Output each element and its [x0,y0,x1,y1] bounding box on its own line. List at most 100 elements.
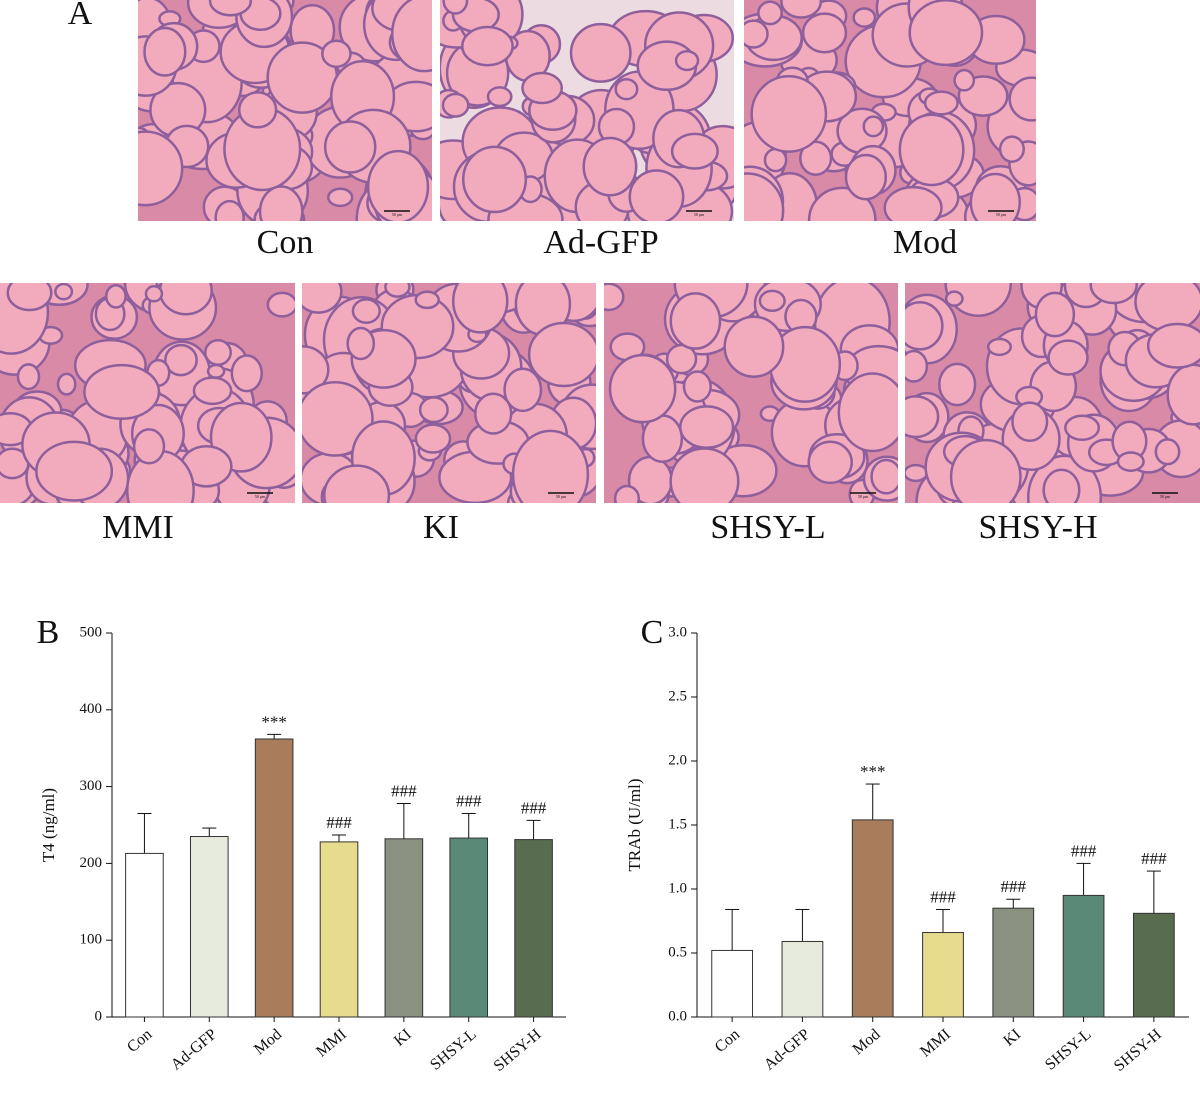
y-tick-label: 0 [95,1008,103,1024]
y-tick-label: 3.0 [668,624,687,640]
follicle [744,172,785,221]
image-caption: KI [423,509,459,546]
follicle [1116,451,1145,472]
scale-bar-label: 50 μm [996,212,1007,217]
follicle [750,75,828,153]
follicle [949,438,1022,503]
x-tick-label: Mod [251,1026,285,1058]
x-tick-label: MMI [917,1026,954,1061]
follicle [905,301,944,351]
tissue [905,283,1200,503]
follicle [206,363,226,379]
follicle [905,395,940,439]
bar [254,738,294,1018]
follicle [938,362,977,407]
follicle [366,149,430,221]
follicle [414,423,452,454]
x-tick-label: SHSY-H [491,1026,545,1075]
follicle [390,0,432,73]
follicle [998,135,1025,163]
follicle [35,440,114,502]
follicle [192,376,233,406]
follicle [302,283,343,314]
x-tick-label: Con [712,1026,743,1056]
follicle [418,396,449,424]
follicle [83,363,161,420]
bar [992,907,1035,1018]
x-tick-label: SHSY-L [427,1026,479,1074]
follicle [969,172,1021,221]
follicle [844,153,888,201]
panel-label: A [68,0,93,32]
follicle [1146,322,1200,369]
follicle [230,354,263,393]
follicle [670,132,719,170]
follicle [1134,283,1200,333]
follicle [56,372,77,396]
follicle [944,290,964,307]
follicle [905,349,929,383]
follicle [582,136,638,197]
y-tick-label: 1.0 [668,880,687,896]
follicle [870,458,898,495]
follicle [1008,76,1036,122]
histology-image: 50 μm [138,0,432,221]
follicle [521,71,564,105]
follicle [442,0,469,15]
follicle [104,283,127,309]
x-tick-label: SHSY-H [1111,1026,1165,1075]
y-tick-label: 2.0 [668,752,687,768]
y-axis-label: T4 (ng/ml) [39,788,58,862]
y-axis-label: TRAb (U/ml) [625,778,644,871]
follicle [944,283,1013,317]
x-tick-label: Mod [850,1026,884,1058]
x-tick-label: Ad-GFP [168,1026,221,1074]
follicle [604,283,625,312]
x-tick-label: KI [1000,1026,1024,1050]
follicle [54,283,74,301]
x-tick-label: Ad-GFP [761,1026,814,1074]
follicle [414,290,440,310]
follicle [327,187,354,208]
follicle [953,68,976,92]
follicle [898,113,965,187]
follicle [628,169,685,221]
bar [384,838,424,1018]
y-tick-label: 2.5 [668,688,687,704]
tissue [0,283,295,503]
follicle [143,26,187,77]
follicle [16,363,41,391]
follicle [1047,339,1089,376]
follicle [1089,283,1138,305]
follicle [138,130,184,207]
x-tick-label: MMI [313,1026,350,1061]
follicle [351,298,381,325]
follicle [511,429,590,503]
follicle [682,370,712,403]
histology-image: 50 μm [604,283,898,503]
follicle [807,440,853,485]
significance: ### [930,887,956,906]
image-caption: Con [257,224,314,261]
scale-bar-label: 50 μm [858,494,869,499]
scale-bar-label: 50 μm [1160,494,1171,499]
follicle [6,283,53,312]
image-caption: Ad-GFP [543,224,658,261]
follicle [203,338,232,367]
follicle [608,353,677,424]
y-tick-label: 0.0 [668,1008,687,1024]
significance: ### [1001,877,1027,896]
image-caption: SHSY-L [710,509,825,546]
y-tick-label: 0.5 [668,944,687,960]
follicle [527,321,596,388]
follicle [852,7,877,28]
follicle [614,77,639,101]
bar [449,837,489,1018]
bar [1132,912,1175,1018]
follicle [923,90,959,116]
follicle [758,289,786,313]
tissue [302,283,596,503]
bar [711,949,754,1018]
follicle [837,372,898,453]
